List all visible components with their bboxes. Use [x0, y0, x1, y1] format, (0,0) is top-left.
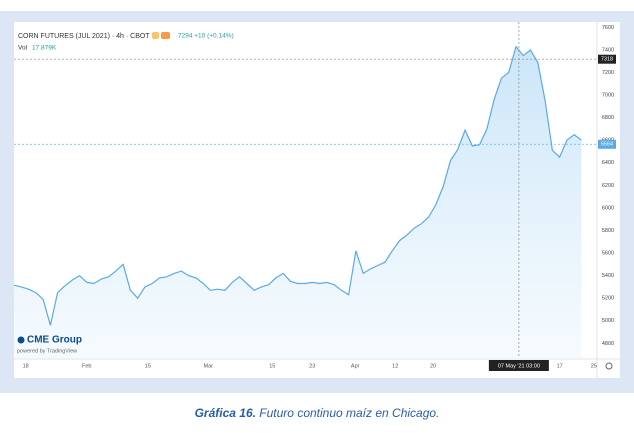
last-price-box [598, 139, 616, 149]
y-tick-label: 4800 [602, 341, 614, 347]
caption-label: Gráfica 16. [194, 406, 256, 420]
plot [13, 45, 582, 358]
powered-by: powered by TradingView [17, 348, 77, 354]
x-tick-label: 18 [23, 363, 29, 369]
last-price-label: 6564 [601, 142, 613, 148]
x-tick-label: Feb [82, 363, 91, 369]
icon [152, 32, 159, 39]
y-tick-label: 6800 [602, 115, 614, 121]
symbol-title: CORN FUTURES (JUL 2021) · 4h · CBOT [18, 33, 150, 40]
y-tick-label: 7200 [602, 70, 614, 76]
chart: CORN FUTURES (JUL 2021) · 4h · CBOT 7294… [0, 11, 634, 393]
y-tick-label: 6000 [602, 205, 614, 211]
crosshair-price-box [598, 54, 616, 64]
x-tick-label: 15 [269, 363, 275, 369]
y-tick-label: 7000 [602, 93, 614, 99]
x-tick-label: Mar [204, 363, 214, 369]
area [14, 46, 582, 358]
logo: CME Group [27, 335, 82, 346]
y-tick-label: 7600 [602, 25, 614, 31]
crosshair-price-label: 7318 [601, 57, 613, 63]
x-tick-label: Apr [351, 363, 360, 369]
quote: 7294 +10 (+0.14%) [178, 33, 234, 40]
crosshair-time-label: 07 May '21 03:00 [498, 363, 540, 369]
x-tick-label: 12 [392, 363, 398, 369]
logo-icon [17, 336, 25, 344]
icon [161, 32, 170, 39]
crosshair-time-box [488, 360, 549, 371]
y-tick-label: 5200 [602, 296, 614, 302]
y-tick-label: 5400 [602, 273, 614, 279]
x-tick-label: 20 [430, 363, 436, 369]
settings-icon [605, 362, 613, 370]
caption-text: Futuro continuo maíz en Chicago. [259, 406, 440, 420]
y-tick-label: 7400 [602, 47, 614, 53]
price-line [13, 45, 582, 326]
y-tick-label: 5800 [602, 228, 614, 234]
y-tick-label: 5600 [602, 251, 614, 257]
y-tick-label: 6200 [602, 183, 614, 189]
x-tick-label: 25 [591, 363, 597, 369]
y-tick-label: 6400 [602, 160, 614, 166]
volume-value: 17.879K [32, 45, 57, 52]
x-tick-label: 23 [309, 363, 315, 369]
x-tick-label: 17 [557, 363, 563, 369]
x-tick-label: 15 [145, 363, 151, 369]
volume-label: Vol [18, 45, 28, 52]
y-tick-label: 5000 [602, 318, 614, 324]
caption: Gráfica 16. Futuro continuo maíz en Chic… [0, 406, 634, 420]
